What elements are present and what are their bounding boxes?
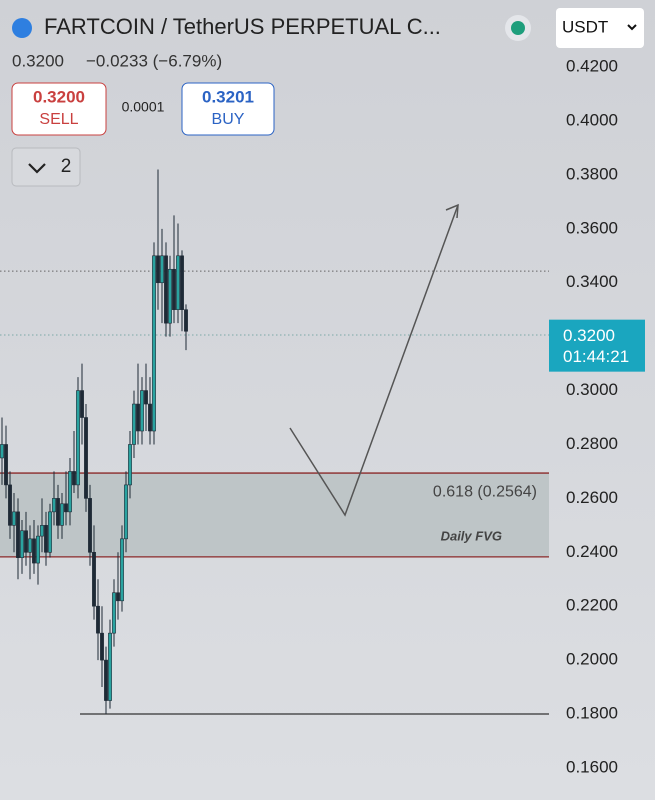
title: FARTCOIN / TetherUS PERPETUAL C... xyxy=(44,14,441,39)
candle-body xyxy=(44,525,48,553)
chevron xyxy=(28,163,46,174)
candle-body xyxy=(172,268,176,311)
fib-label: 0.618 (0.2564) xyxy=(433,483,537,500)
chevron xyxy=(627,24,637,31)
y-tick-label: 0.3400 xyxy=(566,272,618,291)
y-tick-label: 0.2400 xyxy=(566,542,618,561)
status-dot xyxy=(511,21,525,35)
layers-toggle[interactable] xyxy=(11,147,81,187)
candle-body xyxy=(72,471,76,486)
candle-body xyxy=(156,255,160,284)
candle-body xyxy=(116,592,120,602)
layers-count[interactable]: 2 xyxy=(61,156,72,177)
currency[interactable]: USDT xyxy=(562,17,608,36)
candle-body xyxy=(12,511,16,526)
candle-body xyxy=(184,309,188,332)
candle-body xyxy=(136,403,140,432)
candle-body xyxy=(168,268,172,324)
y-tick-label: 0.1600 xyxy=(566,757,618,776)
candle-body xyxy=(80,390,84,418)
coin-icon xyxy=(12,18,32,38)
candle-body xyxy=(96,605,100,634)
candle-body xyxy=(28,538,32,553)
spread: 0.0001 xyxy=(122,99,165,115)
candle-body xyxy=(132,403,136,445)
price-tag xyxy=(549,319,645,372)
last-price: 0.3200 xyxy=(12,51,64,70)
buy-button[interactable] xyxy=(181,82,275,136)
y-tick-label: 0.4000 xyxy=(566,111,618,130)
candle-body xyxy=(88,498,92,553)
y-tick-label: 0.3600 xyxy=(566,218,618,237)
candle-body xyxy=(164,255,168,324)
buy-price[interactable]: 0.3201 xyxy=(202,87,254,106)
candle-body xyxy=(32,538,36,564)
sell-label[interactable]: SELL xyxy=(39,111,78,128)
candle-body xyxy=(92,551,96,607)
candle-body xyxy=(60,503,64,526)
candle-body xyxy=(0,444,4,459)
candle-body xyxy=(24,530,28,553)
candle-body xyxy=(160,255,164,284)
candle-body xyxy=(140,390,144,432)
candle-body xyxy=(36,535,40,564)
candle-body xyxy=(124,484,128,540)
candle-body xyxy=(8,484,12,526)
candle-body xyxy=(152,255,156,432)
y-tick-label: 0.2200 xyxy=(566,596,618,615)
candle-body xyxy=(100,632,104,661)
candle-body xyxy=(68,471,72,513)
candle-body xyxy=(48,511,52,553)
candle-body xyxy=(144,390,148,405)
y-tick-label: 0.1800 xyxy=(566,704,618,723)
zone-label: Daily FVG xyxy=(441,528,502,543)
y-tick-label: 0.2000 xyxy=(566,650,618,669)
arrow-head xyxy=(445,203,459,219)
candle-body xyxy=(148,403,152,432)
candle-body xyxy=(104,659,108,701)
candle-body xyxy=(76,390,80,486)
y-tick-label: 0.2600 xyxy=(566,488,618,507)
candle-body xyxy=(40,525,44,537)
currency-select[interactable] xyxy=(556,8,644,48)
y-tick-label: 0.3000 xyxy=(566,380,618,399)
sell-price[interactable]: 0.3200 xyxy=(33,87,85,106)
candle-body xyxy=(112,592,116,634)
candle-body xyxy=(52,498,56,513)
sell-button[interactable] xyxy=(11,82,107,136)
projection-arrow xyxy=(289,204,459,517)
buy-label[interactable]: BUY xyxy=(212,111,245,128)
candle-body xyxy=(4,444,8,486)
change: −0.0233 (−6.79%) xyxy=(86,51,222,70)
candle-body xyxy=(108,632,112,701)
candle-body xyxy=(84,417,88,499)
candle-body xyxy=(180,255,184,311)
candle-body xyxy=(128,444,132,486)
price-tag-value: 0.3200 xyxy=(563,326,615,345)
candle-body xyxy=(120,538,124,602)
candle-body xyxy=(176,255,180,311)
y-tick-label: 0.3800 xyxy=(566,164,618,183)
candle-body xyxy=(64,503,68,513)
candle-body xyxy=(56,498,60,526)
price-tag-countdown: 01:44:21 xyxy=(563,347,629,366)
candle-body xyxy=(20,530,24,558)
candle-body xyxy=(16,511,20,558)
plot: 0.618 (0.2564) Daily FVG xyxy=(0,169,549,715)
y-tick-label: 0.2800 xyxy=(566,434,618,453)
y-tick-label: 0.4200 xyxy=(566,57,618,76)
